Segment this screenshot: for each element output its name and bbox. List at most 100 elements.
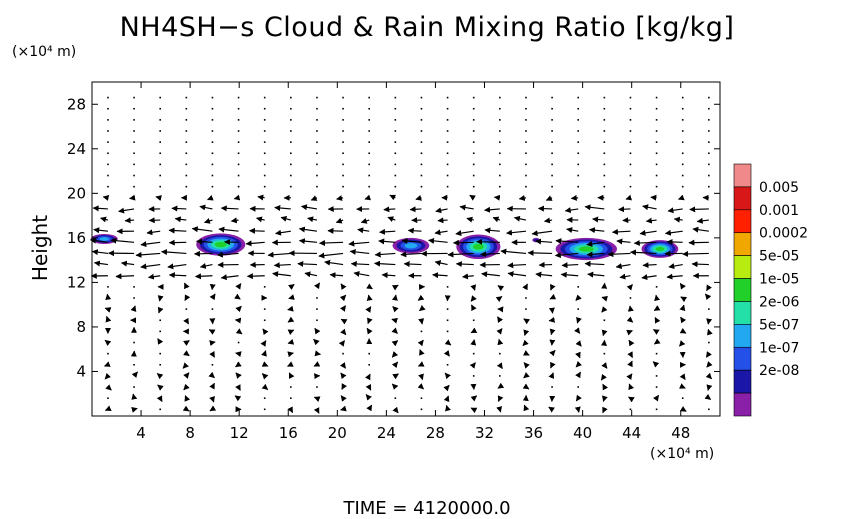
wind-vector-232 xyxy=(313,407,320,414)
wind-vector-306 xyxy=(357,227,370,234)
wind-vector-3 xyxy=(104,372,111,380)
wind-vector-79 xyxy=(159,174,161,177)
wind-vector-268 xyxy=(340,328,347,336)
wind-vector-319 xyxy=(392,406,399,414)
wind-vector-323 xyxy=(391,361,399,369)
wind-vector-87 xyxy=(182,405,190,412)
wind-vector-292 xyxy=(365,383,372,391)
wind-vector-293 xyxy=(364,373,371,381)
wind-vector-628 xyxy=(650,194,657,201)
wind-vector-556 xyxy=(603,352,606,355)
wind-vector-209 xyxy=(287,338,295,345)
cloud-3 xyxy=(456,234,501,260)
wind-vector-185 xyxy=(263,286,266,288)
wind-vector-11 xyxy=(107,286,109,288)
wind-vector-585 xyxy=(627,351,633,358)
wind-vector-515 xyxy=(551,163,553,166)
wind-vector-48 xyxy=(129,194,136,201)
wind-vector-453 xyxy=(484,206,500,213)
wind-vector-416 xyxy=(470,295,477,302)
wind-vector-446 xyxy=(497,285,505,292)
colorbar-label: 2e-06 xyxy=(759,294,799,310)
colorbar-swatch-0 xyxy=(733,163,752,188)
wind-vector-617 xyxy=(654,316,661,324)
wind-vector-459 xyxy=(499,141,501,143)
wind-vector-550 xyxy=(577,96,580,99)
wind-vector-286 xyxy=(342,130,344,132)
colorbar-swatch-4 xyxy=(733,255,752,279)
wind-vector-91 xyxy=(182,362,189,369)
wind-vector-174 xyxy=(263,408,266,411)
wind-vector-61 xyxy=(156,373,164,380)
wind-vector-328 xyxy=(392,306,399,313)
wind-vector-339 xyxy=(394,185,397,188)
wind-vector-509 xyxy=(531,230,553,237)
wind-vector-690 xyxy=(708,152,710,155)
wind-vector-554 xyxy=(600,373,607,381)
wind-vector-349 xyxy=(420,397,423,399)
wind-vector-491 xyxy=(525,107,527,110)
wind-vector-543 xyxy=(577,174,580,177)
wind-vector-661 xyxy=(681,152,684,155)
wind-vector-172 xyxy=(237,107,240,110)
wind-vector-119 xyxy=(208,371,215,379)
colorbar-label: 1e-07 xyxy=(759,340,799,356)
wind-vector-257 xyxy=(316,130,318,132)
wind-vector-303 xyxy=(350,260,370,267)
wind-vector-294 xyxy=(368,363,371,366)
wind-vector-219 xyxy=(275,229,291,236)
wind-vector-139 xyxy=(211,152,214,155)
wind-vector-26 xyxy=(107,119,109,121)
wind-vector-544 xyxy=(577,163,580,166)
wind-vector-211 xyxy=(287,316,295,323)
wind-vector-435 xyxy=(496,406,503,413)
wind-vector-567 xyxy=(588,227,605,234)
wind-vector-445 xyxy=(495,296,503,303)
wind-vector-64 xyxy=(157,338,164,345)
wind-vector-406 xyxy=(470,407,478,414)
wind-vector-489 xyxy=(525,130,527,132)
wind-vector-66 xyxy=(159,319,161,322)
wind-vector-337 xyxy=(383,206,396,213)
wind-vector-571 xyxy=(603,185,606,188)
wind-vector-527 xyxy=(575,351,581,359)
wind-vector-141 xyxy=(211,130,214,132)
wind-vector-299 xyxy=(365,306,372,313)
wind-vector-605 xyxy=(629,130,632,132)
wind-vector-380 xyxy=(444,372,451,380)
time-label: TIME = 4120000.0 xyxy=(343,498,511,519)
wind-vector-229 xyxy=(290,119,292,121)
wind-vector-98 xyxy=(183,282,190,290)
wind-vector-483 xyxy=(518,195,527,201)
wind-vector-110 xyxy=(185,152,188,155)
wind-vector-190 xyxy=(248,227,265,234)
wind-vector-620 xyxy=(655,286,658,288)
colorbar-swatch-9 xyxy=(733,369,752,394)
wind-vector-51 xyxy=(133,163,135,166)
wind-vector-137 xyxy=(211,174,214,177)
wind-vector-266 xyxy=(342,352,344,355)
wind-vector-180 xyxy=(260,340,267,347)
wind-vector-418 xyxy=(462,273,474,280)
wind-vector-309 xyxy=(364,194,372,201)
wind-vector-317 xyxy=(368,107,371,110)
wind-vector-142 xyxy=(211,119,214,121)
wind-vector-125 xyxy=(211,308,214,310)
wind-vector-165 xyxy=(237,185,240,188)
wind-vector-493 xyxy=(548,406,555,413)
wind-vector-17 xyxy=(100,216,109,223)
wind-vector-490 xyxy=(525,119,527,121)
x-tick-label: 12 xyxy=(230,424,249,442)
wind-vector-678 xyxy=(706,284,712,292)
wind-vector-471 xyxy=(523,329,530,336)
wind-vector-56 xyxy=(133,107,135,110)
wind-vector-575 xyxy=(603,141,606,143)
wind-vector-325 xyxy=(391,340,399,347)
wind-vector-326 xyxy=(391,327,398,334)
wind-vector-245 xyxy=(297,260,317,267)
wind-vector-300 xyxy=(366,294,373,302)
wind-vector-658 xyxy=(681,185,684,188)
wind-vector-395 xyxy=(435,207,448,214)
wind-vector-40 xyxy=(133,286,135,288)
wind-vector-442 xyxy=(496,328,503,335)
